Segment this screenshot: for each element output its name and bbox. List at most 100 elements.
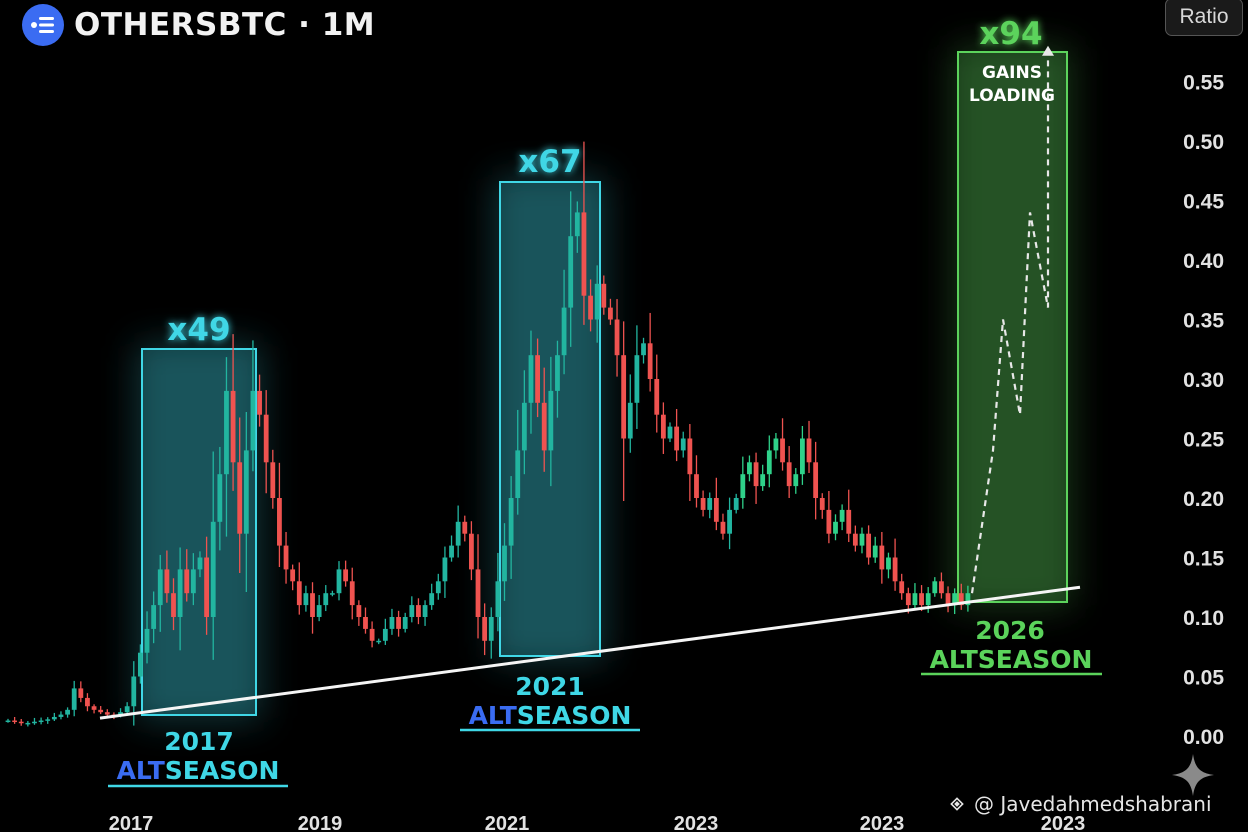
candle-body: [872, 545, 878, 558]
altseason-2017: ALTSEASON: [117, 756, 280, 785]
candle-body: [561, 307, 567, 356]
candle-body: [786, 462, 792, 487]
candle-body: [660, 414, 666, 439]
candle-body: [323, 593, 329, 606]
candle-body: [594, 283, 600, 320]
candle-body: [104, 712, 110, 715]
candle-body: [680, 438, 686, 451]
candle-body: [813, 462, 819, 498]
candle-body: [396, 617, 401, 629]
multiplier-2021: x67: [518, 144, 581, 180]
candle-body: [866, 533, 871, 558]
candle-body: [568, 236, 574, 308]
candle-body: [733, 498, 739, 510]
candle-body: [766, 450, 772, 475]
candle-body: [243, 450, 249, 534]
candle-body: [296, 581, 302, 606]
candle-body: [859, 533, 865, 546]
candle-body: [528, 355, 534, 403]
candle-body: [32, 721, 37, 724]
year-2017: 2017: [164, 727, 234, 756]
candle-body: [760, 474, 766, 487]
y-tick-label: 0.50: [1183, 131, 1224, 154]
candle-body: [475, 569, 481, 617]
candle-body: [237, 462, 243, 534]
y-tick-label: 0.55: [1183, 72, 1224, 95]
candle-body: [654, 379, 660, 415]
candle-body: [495, 581, 501, 617]
candle-body: [581, 212, 587, 296]
x-axis: 2017 2019 2021 2023 2023 2023: [109, 813, 1086, 832]
candle-body: [204, 557, 209, 617]
ratio-button[interactable]: Ratio: [1165, 0, 1243, 36]
candle-body: [210, 521, 216, 617]
candle-body: [667, 426, 673, 439]
candle-body: [488, 617, 494, 641]
candle-body: [336, 569, 342, 594]
candle-body: [363, 617, 368, 629]
y-tick-label: 0.20: [1183, 488, 1224, 511]
candle-body: [138, 652, 143, 677]
watermark-text: @ Javedahmedshabrani: [974, 792, 1212, 816]
y-axis: 0.00 0.05 0.10 0.15 0.20 0.25 0.30 0.35 0.40 0.45…: [1183, 72, 1224, 750]
candle-body: [217, 474, 223, 522]
candle-body: [919, 593, 924, 606]
x-tick-label: 2023: [674, 813, 719, 832]
candle-body: [12, 720, 18, 723]
candle-body: [482, 617, 488, 641]
candle-body: [71, 688, 77, 710]
candle-body: [892, 557, 898, 582]
trendline: [99, 585, 1081, 720]
candle-body: [416, 605, 421, 617]
candle-body: [793, 474, 799, 487]
candle-body: [376, 640, 382, 643]
candle-body: [713, 498, 719, 522]
candle-body: [184, 569, 190, 594]
candle-body: [535, 355, 540, 403]
y-tick-label: 0.45: [1183, 191, 1224, 214]
candle-body: [310, 593, 315, 617]
candle-body: [912, 593, 918, 606]
y-tick-label: 0.40: [1183, 250, 1224, 273]
candle-body: [51, 716, 57, 720]
candle-body: [899, 581, 905, 594]
candle-body: [402, 617, 408, 629]
candle-body: [38, 720, 44, 723]
candle-body: [747, 462, 752, 475]
candle-body: [257, 390, 262, 415]
candle-body: [846, 509, 852, 534]
candle-body: [462, 521, 468, 534]
projection-path: [970, 53, 1050, 594]
candle-body: [230, 390, 236, 463]
candle-body: [720, 521, 726, 534]
candle-body: [98, 709, 104, 713]
candle-body: [303, 593, 309, 606]
candle-body: [190, 569, 196, 594]
candle-body: [541, 402, 547, 451]
year-2021: 2021: [515, 672, 585, 701]
candle-body: [905, 593, 911, 606]
candle-body: [727, 509, 732, 534]
candle-body: [329, 593, 335, 595]
altseason-2021: ALTSEASON: [469, 701, 632, 730]
candle-body: [700, 498, 706, 510]
altseason-2026: ALTSEASON: [930, 645, 1093, 674]
candle-body: [442, 557, 448, 582]
candle-body: [65, 709, 70, 715]
candle-body: [270, 462, 276, 498]
candle-body: [508, 498, 514, 546]
candle-body: [131, 676, 137, 707]
candle-body: [819, 498, 825, 510]
candle-body: [502, 545, 507, 582]
candle-body: [952, 593, 958, 606]
candle-body: [25, 722, 31, 725]
y-tick-label: 0.15: [1183, 548, 1224, 571]
candle-body: [78, 688, 84, 698]
candle-body: [826, 509, 832, 534]
candle-body: [389, 617, 395, 629]
candle-body: [753, 462, 759, 487]
candle-body: [641, 343, 646, 356]
candle-body: [290, 569, 296, 582]
candle-body: [45, 719, 51, 721]
candle-body: [277, 498, 282, 546]
